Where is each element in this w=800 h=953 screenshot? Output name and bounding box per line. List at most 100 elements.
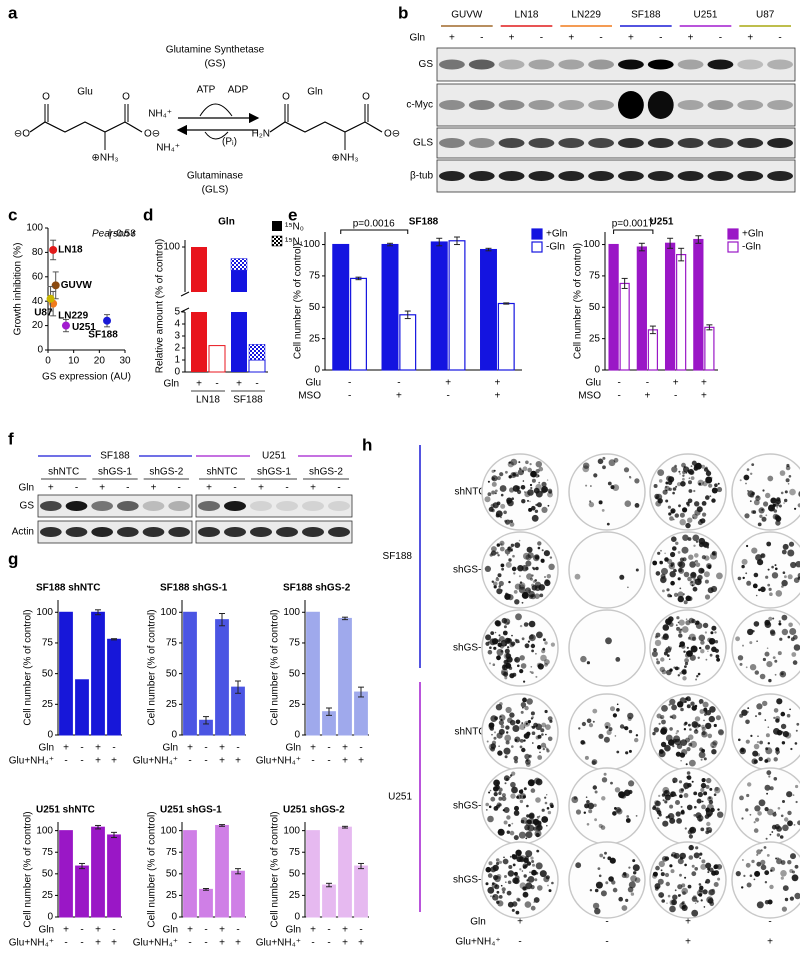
colony: [523, 874, 527, 878]
colony: [686, 646, 689, 649]
colony: [537, 734, 542, 739]
row-sign: -: [204, 925, 207, 936]
colony: [538, 466, 544, 472]
colony: [503, 625, 507, 629]
colony: [690, 645, 698, 653]
band: [707, 100, 734, 110]
colony: [705, 470, 712, 477]
colony: [667, 593, 671, 598]
colony: [634, 737, 639, 743]
colony: [628, 729, 633, 734]
colony: [594, 790, 598, 794]
colony: [634, 503, 640, 508]
colony: [666, 902, 668, 904]
colony: [673, 666, 676, 669]
colony: [532, 742, 534, 744]
bar: [350, 277, 367, 371]
colony: [619, 574, 625, 580]
colony: [668, 645, 670, 648]
colony: [693, 852, 700, 859]
colony: [632, 864, 640, 872]
colony: [696, 675, 699, 678]
colony: [742, 576, 745, 580]
bar: [231, 686, 245, 736]
colony: [652, 731, 656, 736]
band: [498, 59, 525, 70]
colony: [762, 657, 767, 662]
colony: [594, 818, 597, 822]
bar: [322, 884, 336, 918]
colony-dish: [731, 609, 800, 687]
colony: [780, 491, 784, 495]
colony: [595, 881, 603, 889]
colony: [496, 890, 500, 894]
colony: [745, 808, 749, 812]
row-sign: +: [196, 379, 202, 390]
colony: [494, 731, 496, 734]
colony: [665, 647, 672, 653]
colony: [505, 777, 509, 781]
band: [767, 100, 793, 110]
colony: [634, 478, 640, 484]
row-sign: -: [646, 378, 649, 389]
colony: [530, 473, 534, 477]
colony: [675, 800, 680, 805]
colony: [511, 908, 515, 912]
colony: [542, 747, 545, 751]
colony: [594, 908, 601, 915]
colony: [703, 541, 710, 548]
colony: [538, 481, 541, 484]
band: [528, 138, 555, 148]
y-tick-label: 50: [589, 302, 601, 313]
colony: [542, 647, 546, 651]
colony: [533, 487, 540, 494]
colony: [775, 749, 780, 755]
colony: [676, 626, 681, 631]
y-tick-label: 100: [160, 607, 177, 618]
colony: [764, 651, 770, 657]
colony: [795, 784, 799, 789]
band: [558, 138, 585, 148]
row-sign: +: [235, 756, 241, 767]
chart-title: SF188 shGS-2: [283, 583, 351, 594]
colony: [521, 789, 523, 791]
error-bar: [219, 824, 225, 827]
row-sign: +: [219, 743, 225, 754]
colony: [520, 702, 527, 708]
colony: [589, 889, 593, 892]
colony: [749, 813, 752, 816]
colony: [546, 807, 550, 810]
colony: [790, 637, 795, 642]
colony: [516, 485, 521, 490]
colony: [652, 873, 658, 879]
colony: [587, 802, 595, 810]
colony-dish: [481, 767, 559, 845]
y-tick-label: 50: [166, 668, 178, 679]
colony: [616, 703, 619, 706]
blot-label: GS: [419, 59, 434, 70]
y-tick-label: 60: [32, 271, 44, 282]
colony: [590, 485, 592, 487]
colony: [612, 713, 618, 718]
colony: [669, 804, 674, 809]
colony: [682, 891, 686, 895]
row-sign: +: [701, 391, 707, 402]
colony-dish: [649, 767, 727, 845]
colony: [692, 534, 700, 542]
colony: [519, 868, 522, 871]
colony: [767, 568, 770, 571]
colony: [534, 830, 542, 837]
gln-sign: +: [48, 483, 54, 494]
row-sign: -: [112, 743, 115, 754]
y-axis-label: Cell number (% of control): [23, 811, 34, 927]
colony: [618, 896, 623, 902]
colony: [490, 550, 497, 556]
colony: [534, 579, 537, 582]
band: [276, 527, 298, 537]
point-label: SF188: [88, 329, 118, 340]
colony: [704, 713, 707, 716]
colony: [588, 809, 593, 814]
colony: [784, 575, 787, 579]
bar: [75, 865, 89, 918]
colony: [797, 820, 800, 826]
